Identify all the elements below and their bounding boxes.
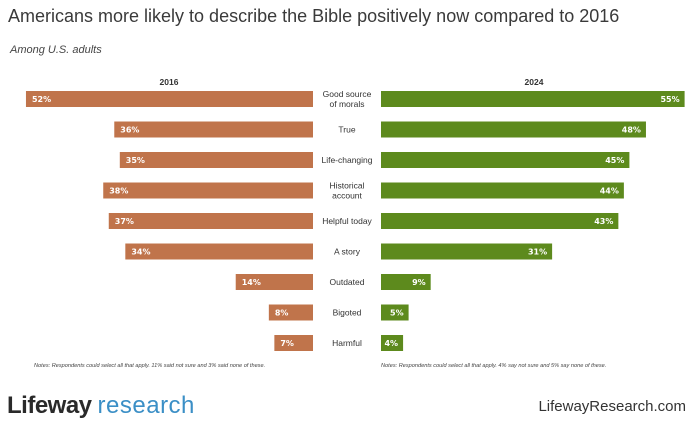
website-link[interactable]: LifewayResearch.com: [538, 398, 686, 415]
category-label: Historical: [330, 181, 365, 191]
category-label: Bigoted: [333, 308, 362, 318]
data-label-2024: 48%: [622, 126, 641, 135]
chart-title: Americans more likely to describe the Bi…: [8, 6, 620, 26]
data-label-2016: 36%: [120, 126, 139, 135]
bar-2024: [381, 121, 646, 138]
note-2016: Notes: Respondents could select all that…: [34, 363, 266, 369]
category-label: Outdated: [330, 277, 365, 287]
lifeway-research-logo: Lifeway research: [7, 392, 195, 419]
data-label-2016: 37%: [115, 217, 134, 226]
bar-2016: [25, 91, 314, 107]
data-label-2016: 8%: [275, 309, 289, 318]
bar-2016: [119, 152, 313, 168]
data-label-2024: 5%: [390, 309, 404, 318]
series-label-2016: 2016: [159, 77, 179, 87]
series-label-2024: 2024: [524, 77, 544, 87]
bar-2016: [268, 304, 313, 321]
chart-subtitle: Among U.S. adults: [10, 44, 102, 56]
data-label-2016: 34%: [131, 248, 150, 257]
data-label-2016: 14%: [242, 278, 261, 287]
note-2024: Notes: Respondents could select all that…: [381, 363, 607, 369]
category-label: Helpful today: [322, 216, 372, 226]
data-label-2024: 9%: [412, 278, 426, 287]
data-label-2024: 55%: [660, 95, 679, 104]
data-label-2024: 31%: [528, 248, 547, 257]
bar-2024: [381, 304, 409, 321]
bar-2016: [114, 121, 313, 138]
category-label: account: [332, 191, 362, 201]
category-label: Good source: [323, 89, 372, 99]
data-label-2016: 52%: [32, 95, 51, 104]
data-label-2024: 45%: [605, 156, 624, 165]
bar-2024: [381, 335, 404, 351]
bar-2024: [381, 213, 619, 229]
bar-2016: [274, 335, 313, 351]
data-label-2016: 35%: [126, 156, 145, 165]
category-label: Harmful: [332, 338, 362, 348]
data-label-2024: 44%: [600, 187, 619, 196]
data-label-2024: 4%: [384, 339, 398, 348]
bar-2016: [108, 213, 313, 229]
bar-2024: [381, 243, 553, 260]
bar-2016: [235, 274, 313, 290]
data-label-2016: 38%: [109, 187, 128, 196]
category-label: True: [338, 125, 355, 135]
category-label: Life-changing: [321, 155, 372, 165]
bar-2016: [103, 182, 314, 199]
bar-2024: [381, 91, 685, 107]
bar-2024: [381, 274, 431, 290]
bar-2016: [125, 243, 313, 260]
data-label-2024: 43%: [594, 217, 613, 226]
bar-2024: [381, 182, 624, 199]
category-label: of morals: [330, 99, 365, 109]
category-label: A story: [334, 247, 361, 257]
bar-2024: [381, 152, 630, 168]
data-label-2016: 7%: [280, 339, 294, 348]
